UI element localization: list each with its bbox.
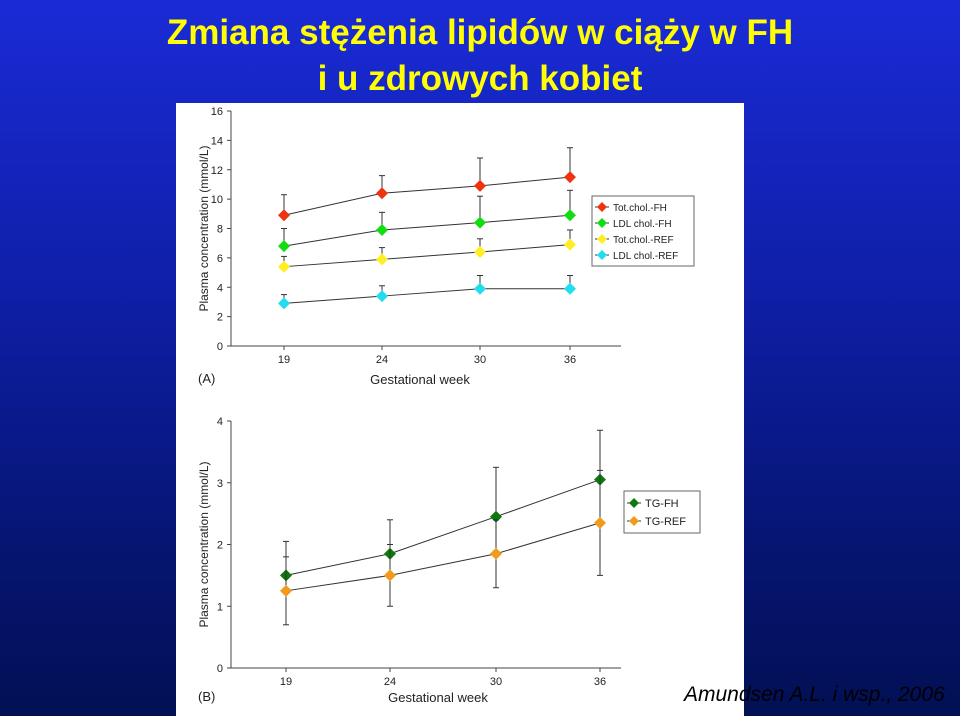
- panel-b-data-point: [594, 516, 606, 529]
- panel-b-legend-box: [623, 490, 701, 534]
- citation: Amundsen A.L. i wsp., 2006: [684, 683, 945, 706]
- panel-a-legend-swatch: [597, 202, 607, 212]
- panel-a-data-point: [564, 171, 576, 184]
- panel-b-x-tick-label: 30: [490, 676, 502, 688]
- panel-a-legend-swatch: [597, 250, 607, 260]
- panel-b-data-point: [280, 584, 292, 597]
- panel-a-series-line: [283, 244, 571, 268]
- panel-a-legend-label: LDL chol.-REF: [613, 251, 678, 262]
- panel-a-legend-swatch: [597, 234, 607, 244]
- panel-a-legend-label: Tot.chol.-REF: [613, 235, 674, 246]
- panel-b-y-tick-label: 0: [217, 663, 223, 675]
- panel-b-y-tick-label: 4: [217, 416, 223, 428]
- panel-a-x-axis-label: Gestational week: [370, 372, 470, 387]
- panel-a-legend-label: LDL chol.-FH: [613, 219, 672, 230]
- panel-b-legend-label: TG-FH: [645, 498, 679, 510]
- panel-b-y-tick-label: 1: [217, 601, 223, 613]
- panel-a-data-point: [564, 282, 576, 295]
- panel-a-data-point: [278, 209, 290, 222]
- panel-b-y-tick-label: 2: [217, 540, 223, 552]
- panel-b-x-tick-label: 19: [280, 676, 292, 688]
- panel-b-data-point: [490, 547, 502, 560]
- panel-a-y-tick-label: 16: [211, 106, 223, 118]
- slide-title-line2: i u zdrowych kobiet: [317, 59, 643, 98]
- panel-a-data-point: [278, 297, 290, 310]
- panel-a-series-line: [283, 214, 571, 247]
- panel-b-data-point: [490, 510, 502, 523]
- panel-b-y-axis-label: Plasma concentration (mmol/L): [197, 461, 211, 627]
- panel-a-x-tick-label: 24: [376, 354, 388, 366]
- panel-b-series-line: [285, 479, 601, 576]
- panel-a-y-tick-label: 10: [211, 194, 223, 206]
- panel-a-y-tick-label: 8: [217, 224, 223, 236]
- panel-b-x-tick-label: 36: [594, 676, 606, 688]
- panel-a-y-tick-label: 2: [217, 312, 223, 324]
- panel-b-legend-label: TG-REF: [645, 516, 686, 528]
- panel-a-label: (A): [198, 371, 215, 386]
- panel-a-data-point: [474, 246, 486, 258]
- panel-a-data-point: [376, 187, 388, 200]
- panel-a-x-tick-label: 36: [564, 354, 576, 366]
- panel-a-y-tick-label: 6: [217, 253, 223, 265]
- panel-a-data-point: [278, 240, 290, 253]
- panel-a-data-point: [278, 260, 290, 273]
- panel-b-series-line: [285, 522, 601, 592]
- panel-b-legend-swatch: [629, 516, 639, 526]
- panel-a-y-axis-label: Plasma concentration (mmol/L): [197, 145, 211, 311]
- panel-a-data-point: [376, 253, 388, 266]
- panel-a-data-point: [564, 209, 576, 222]
- panel-a-series-line: [283, 288, 570, 304]
- panel-b-x-axis-label: Gestational week: [388, 690, 488, 705]
- panel-a-legend-label: Tot.chol.-FH: [613, 203, 667, 214]
- panel-a-data-point: [474, 216, 486, 229]
- panel-a-data-point: [474, 179, 486, 192]
- panel-a-data-point: [474, 282, 486, 295]
- panel-b-x-tick-label: 24: [384, 676, 396, 688]
- panel-b-legend-swatch: [629, 498, 639, 508]
- panel-a-data-point: [564, 238, 576, 251]
- panel-b-data-point: [384, 569, 396, 582]
- panel-b-y-tick-label: 3: [217, 478, 223, 490]
- panel-a-data-point: [376, 290, 388, 303]
- panel-a-x-tick-label: 19: [278, 354, 290, 366]
- panel-a-y-tick-label: 14: [211, 135, 223, 147]
- slide-title-line1: Zmiana stężenia lipidów w ciąży w FH: [166, 13, 794, 52]
- panel-a-legend-swatch: [597, 218, 607, 228]
- panel-a-legend-box: [591, 195, 695, 267]
- figure-panel: 0 2 4 6 8 10 12 14 16 19 24 30 36 Gestational week Pla…: [176, 103, 744, 716]
- panel-b-label: (B): [198, 689, 215, 704]
- panel-a-x-tick-label: 30: [474, 354, 486, 366]
- panel-a-series-line: [283, 176, 571, 216]
- panel-a-y-tick-label: 0: [217, 341, 223, 353]
- panel-a-y-tick-label: 4: [217, 282, 223, 294]
- panel-a-data-point: [376, 223, 388, 236]
- panel-a-y-tick-label: 12: [211, 165, 223, 177]
